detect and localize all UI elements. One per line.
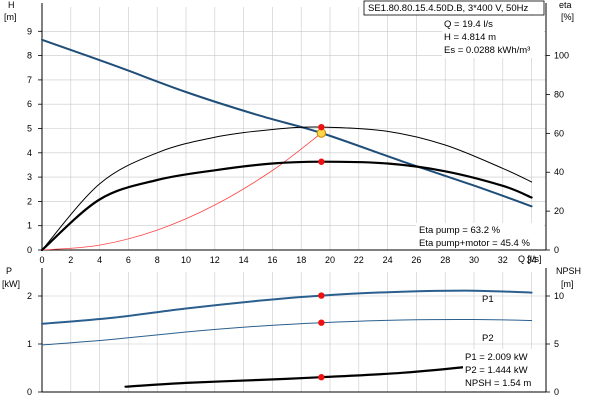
y-right-tick-label: 0 [554, 387, 559, 397]
bottom-right-axis-label-name: NPSH [556, 266, 581, 276]
series-line-npsh [124, 360, 504, 388]
title-box [363, 0, 545, 16]
x-tick-label: 30 [469, 255, 479, 265]
y-right-tick-label: 60 [554, 128, 564, 138]
x-tick-label: 28 [440, 255, 450, 265]
x-tick-label: 16 [267, 255, 277, 265]
y-left-tick-label: 2 [27, 196, 32, 206]
x-tick-label: 18 [296, 255, 306, 265]
info-p1: P1 = 2.009 kW [465, 352, 528, 363]
info-npsh: NPSH = 1.54 m [465, 378, 531, 389]
point-duty-eta-pump [318, 123, 325, 131]
y-left-tick-label: 7 [27, 75, 32, 85]
x-tick-label: 20 [325, 255, 335, 265]
y-right-tick-label: 10 [554, 291, 564, 301]
series-line-p1 [41, 289, 533, 325]
y-right-tick-label: 5 [554, 339, 559, 349]
y-right-tick-label: 20 [554, 206, 564, 216]
point-duty-npsh [318, 374, 325, 381]
series-line-eta_total [40, 160, 533, 252]
x-tick-label: 10 [181, 255, 191, 265]
series-line-system [41, 132, 322, 251]
point-duty-p1 [318, 292, 325, 299]
x-tick-label: 34 [527, 255, 537, 265]
y-left-tick-label: 1 [27, 339, 32, 349]
x-tick-label: 0 [39, 255, 44, 265]
point-duty-eta-total [318, 158, 325, 165]
series-label-p2: P2 [482, 333, 494, 344]
top-left-axis-label-name: H [8, 0, 15, 10]
info-eta-pump: Eta pump = 63.2 % [419, 225, 501, 236]
point-duty-p2 [318, 319, 325, 326]
y-right-tick-label: 100 [554, 51, 569, 61]
top-right-axis-label-unit: [%] [561, 12, 574, 22]
series-line-head [41, 38, 533, 208]
x-tick-label: 26 [411, 255, 421, 265]
top-left-axis-label-unit: [m] [4, 12, 17, 22]
y-left-tick-label: 8 [27, 51, 32, 61]
info-eta-total: Eta pump+motor = 45.4 % [419, 238, 530, 249]
bottom-left-axis-label-unit: [kW] [2, 279, 20, 289]
y-right-tick-label: 80 [554, 89, 564, 99]
y-left-tick-label: 5 [27, 124, 32, 134]
info-flow: Q = 19.4 l/s [444, 19, 493, 30]
y-left-tick-label: 6 [27, 99, 32, 109]
series-line-p2 [41, 318, 533, 346]
x-tick-label: 6 [126, 255, 131, 265]
x-tick-label: 22 [354, 255, 364, 265]
x-axis-label: Q [l/s] [518, 254, 542, 264]
y-left-tick-label: 2 [27, 291, 32, 301]
x-tick-label: 32 [498, 255, 508, 265]
series-label-p1: P1 [482, 294, 494, 305]
y-left-tick-label: 0 [27, 245, 32, 255]
y-left-tick-label: 4 [27, 148, 32, 158]
x-tick-label: 14 [239, 255, 249, 265]
info-head: H = 4.814 m [444, 32, 496, 43]
y-left-tick-label: 1 [27, 221, 32, 231]
chart-title: SE1.80.80.15.4.50D.B, 3*400 V, 50Hz [368, 3, 528, 14]
x-tick-label: 2 [68, 255, 73, 265]
x-tick-label: 24 [383, 255, 393, 265]
y-right-tick-label: 40 [554, 167, 564, 177]
top-right-axis-label-name: eta [559, 0, 572, 10]
y-left-tick-label: 9 [27, 26, 32, 36]
x-tick-label: 8 [155, 255, 160, 265]
y-right-tick-label: 0 [554, 245, 559, 255]
bottom-right-axis-label-unit: [m] [561, 279, 574, 289]
x-tick-label: 12 [210, 255, 220, 265]
series-line-eta_pump [41, 126, 533, 251]
y-left-tick-label: 3 [27, 172, 32, 182]
info-energy: Es = 0.0288 kWh/m³ [444, 45, 530, 56]
x-tick-label: 4 [97, 255, 102, 265]
y-left-tick-label: 0 [27, 387, 32, 397]
bottom-left-axis-label-name: P [6, 266, 12, 276]
info-p2: P2 = 1.444 kW [465, 365, 528, 376]
